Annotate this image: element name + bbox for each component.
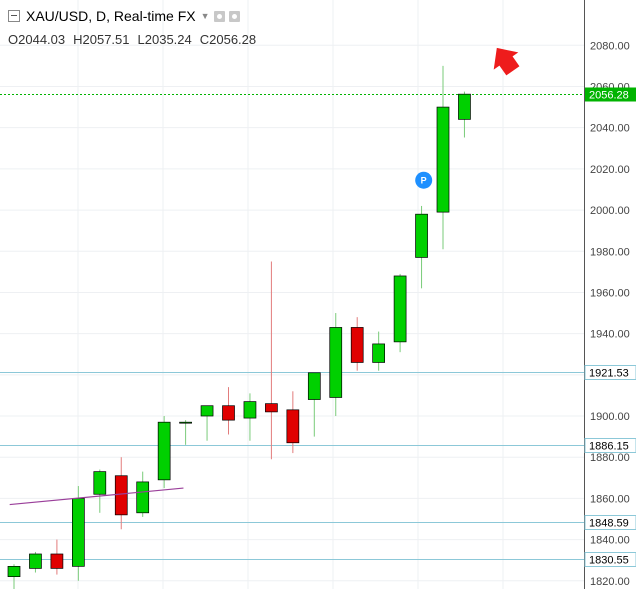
y-tick-label: 2020.00 [590,164,630,176]
event-marker [415,171,433,189]
y-tick-label: 2080.00 [590,40,630,52]
gear-icon[interactable] [228,10,240,22]
price-axis: 2080.002060.002040.002020.002000.001980.… [584,0,636,589]
candle-body [29,553,42,569]
candle-body [307,372,321,400]
level-price-label: 1848.59 [589,518,629,530]
y-tick-label: 2040.00 [590,123,630,135]
collapse-icon[interactable] [8,10,20,22]
chevron-down-icon[interactable]: ▼ [200,11,210,21]
y-tick-label: 2000.00 [590,205,630,217]
ohlc-open: O2044.03 [8,32,66,47]
arrow-up-icon [493,47,520,76]
current-price-label: 2056.28 [589,90,629,102]
y-tick-label: 1840.00 [590,535,630,547]
level-price-tag [584,438,636,453]
candle-body [329,327,343,398]
candle-body [372,343,385,363]
candle-body [114,475,128,516]
candle-body [243,401,257,419]
ohlc-close: C2056.28 [199,32,257,47]
candle-body [7,565,21,577]
candle-body [393,275,407,343]
ohlc-high: H2057.51 [73,32,130,47]
candle-body [200,405,214,417]
level-price-label: 1921.53 [589,368,629,380]
drawings: P [9,47,520,506]
candle-body [222,405,235,421]
candle-body [71,498,85,567]
candle-body [179,421,192,424]
candle-body [50,553,64,569]
candle-body [350,327,364,363]
y-tick-label: 1940.00 [590,329,630,341]
level-price-tag [584,515,636,530]
grid [0,0,584,589]
ohlc-values: O2044.03 H2057.51 L2035.24 C2056.28 [8,32,264,47]
level-price-tag [584,365,636,380]
y-tick-label: 1960.00 [590,287,630,299]
current-price-tag [585,87,636,102]
candle-body [436,106,450,213]
candle-body [157,421,171,481]
candle-body [458,93,471,120]
event-marker-label: P [421,176,427,186]
y-tick-label: 1980.00 [590,246,630,258]
level-price-label: 1886.15 [589,441,629,453]
chart-header: XAU/USD, D, Real-time FX ▼ O2044.03 H205… [8,6,264,47]
y-tick-label: 1820.00 [590,576,630,588]
candle-body [415,213,428,258]
horizontal-levels [0,94,584,560]
visibility-icon[interactable] [213,10,225,22]
ohlc-low: L2035.24 [137,32,192,47]
level-price-label: 1830.55 [589,555,629,567]
y-tick-label: 1860.00 [590,493,630,505]
symbol-title[interactable]: XAU/USD, D, Real-time FX [26,8,196,24]
title-row: XAU/USD, D, Real-time FX ▼ [8,6,264,26]
candle-body [286,409,300,444]
candles [7,65,471,589]
y-tick-label: 1900.00 [590,411,630,423]
candle-body [265,403,278,413]
y-tick-label: 1880.00 [590,452,630,464]
level-price-tag [584,552,636,567]
candle-body [93,471,107,495]
trendline [9,487,184,506]
arrow-shape [493,47,520,76]
candle-body [136,481,150,514]
